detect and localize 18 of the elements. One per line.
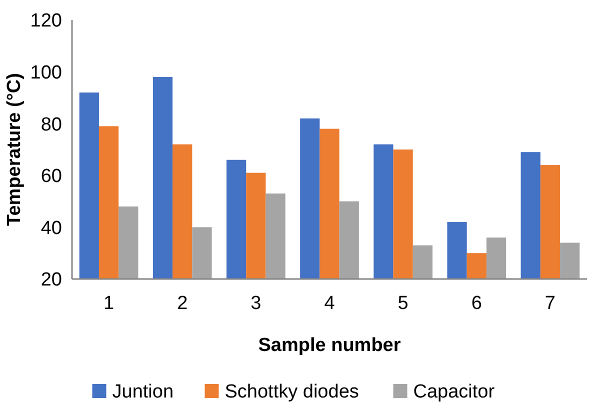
- y-tick-label: 60: [40, 166, 62, 188]
- x-tick-label: 7: [544, 293, 556, 314]
- legend-label: Capacitor: [413, 382, 496, 403]
- y-tick-label: 40: [40, 218, 62, 239]
- y-tick-label: 120: [30, 10, 62, 32]
- x-tick-label: 5: [398, 293, 408, 314]
- legend-label: Schottky diodes: [224, 382, 359, 403]
- y-tick-label: 100: [30, 62, 62, 84]
- x-tick-label: 1: [103, 293, 114, 314]
- x-tick-label: 3: [250, 293, 262, 314]
- legend-label: Juntion: [112, 382, 174, 403]
- y-axis-title: Temperature (°C): [4, 73, 25, 226]
- x-tick-label: 2: [177, 293, 188, 314]
- x-axis-title: Sample number: [258, 335, 402, 356]
- x-tick-label: 6: [471, 293, 482, 314]
- y-tick-label: 20: [40, 270, 62, 291]
- y-tick-label: 80: [40, 114, 62, 136]
- x-tick-label: 4: [324, 293, 336, 314]
